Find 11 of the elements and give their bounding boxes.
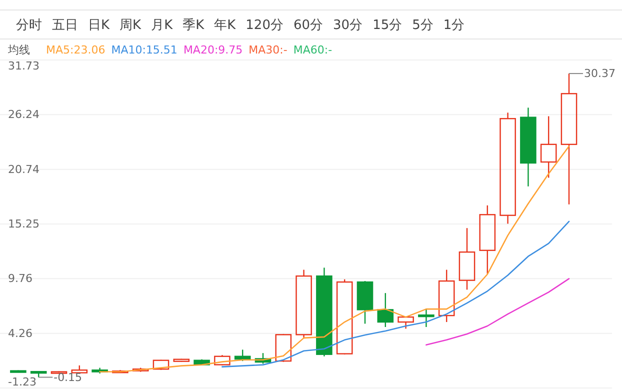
- y-tick-label: 26.24: [8, 108, 40, 122]
- y-tick-label: 9.76: [8, 272, 32, 286]
- annotation: -0.15: [54, 370, 82, 384]
- y-tick-label: 31.73: [8, 60, 40, 72]
- tabs: 分时 五日 日K 周K 月K 季K 年K 120分 60分 30分 15分 5分 1分: [0, 10, 622, 40]
- y-tick-label: 20.74: [8, 162, 40, 176]
- text: 30.37: [584, 67, 616, 80]
- legend: 均线 MA5:23.06 MA10:15.51 MA20:9.75 MA30:- MA60:-: [8, 44, 332, 56]
- y-tick-label: -1.23: [8, 376, 36, 388]
- y-tick-label: 15.25: [8, 218, 40, 230]
- y-tick-label: 4.26: [8, 326, 32, 340]
